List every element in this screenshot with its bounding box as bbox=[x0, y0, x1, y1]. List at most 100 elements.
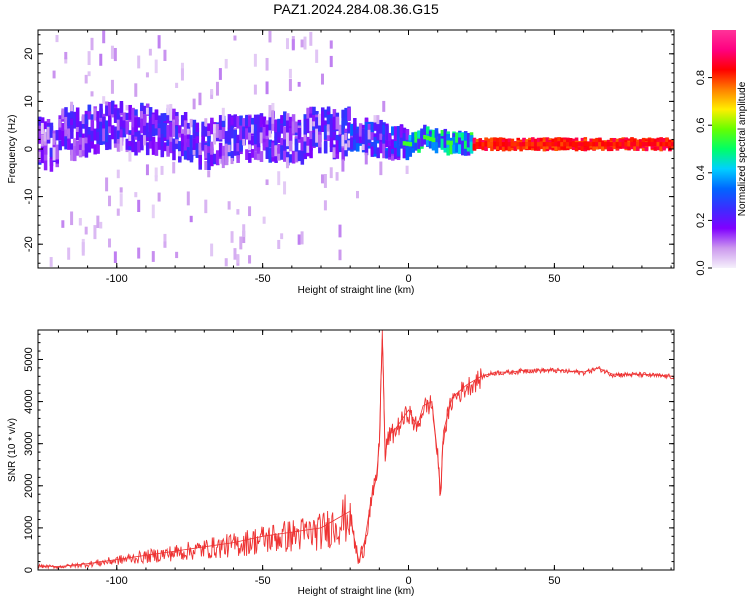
spectrogram-cell bbox=[271, 102, 275, 113]
spectrogram-cell bbox=[417, 138, 421, 149]
spectrogram-cell bbox=[186, 150, 191, 161]
spectrogram-cell bbox=[356, 129, 360, 137]
spectrogram-cell bbox=[40, 122, 44, 135]
spectrogram-cell bbox=[239, 115, 243, 125]
spectrogram-cell bbox=[157, 128, 162, 138]
spectrogram-cell bbox=[245, 128, 249, 140]
spectrogram-cell bbox=[353, 118, 357, 130]
spectrogram-cell bbox=[64, 107, 68, 119]
spectrogram-cell bbox=[318, 143, 322, 154]
spectrogram-cell bbox=[283, 111, 287, 127]
spectrogram-cell bbox=[414, 132, 418, 143]
spectrogram-cell bbox=[300, 39, 304, 48]
spectrogram-cell bbox=[598, 142, 602, 147]
spectrogram-cell bbox=[99, 221, 103, 229]
spectrogram-cell bbox=[268, 119, 272, 134]
spectrogram-cell bbox=[239, 125, 243, 141]
spectrogram-cell bbox=[507, 138, 512, 145]
spectrogram-cell bbox=[420, 128, 424, 138]
spectrogram-cell bbox=[175, 125, 179, 140]
spectrogram-cell bbox=[341, 120, 345, 135]
spectrogram-cell bbox=[90, 133, 95, 142]
spectrogram-cell bbox=[108, 238, 112, 248]
spectrogram-cell bbox=[207, 152, 211, 163]
spectrogram-cell bbox=[84, 74, 88, 84]
spectrogram-cell bbox=[341, 159, 345, 172]
spectrogram-cell bbox=[609, 142, 614, 147]
spectrogram-cell bbox=[93, 225, 97, 240]
spectrogram-cell bbox=[192, 119, 197, 133]
spectrogram-cell bbox=[198, 143, 202, 151]
spectrogram-cell bbox=[78, 144, 83, 155]
spectrogram-cell bbox=[119, 116, 124, 127]
spectrogram-cell bbox=[157, 115, 162, 124]
spectrogram-cells bbox=[38, 30, 674, 267]
spectrogram-cell bbox=[385, 133, 389, 148]
spectrogram-cell bbox=[513, 142, 518, 147]
spectrogram-cell bbox=[391, 144, 395, 154]
spectrogram-cell bbox=[172, 138, 176, 152]
spectrogram-cell bbox=[496, 144, 500, 150]
spectrogram-cell bbox=[230, 231, 234, 243]
spectrogram-cell bbox=[186, 122, 191, 134]
colorbar-tick-label: 0.8 bbox=[695, 70, 707, 85]
spectrogram-cell bbox=[262, 142, 267, 151]
spectrogram-cell bbox=[113, 139, 118, 148]
spectrogram-cell bbox=[108, 195, 112, 207]
spectrogram-cell bbox=[411, 132, 415, 147]
spectrogram-cell bbox=[402, 141, 407, 146]
spectrogram-cell bbox=[87, 111, 92, 120]
spectrogram-cell bbox=[61, 123, 65, 138]
spectrogram-cell bbox=[140, 111, 144, 123]
spectrogram-cell bbox=[163, 241, 167, 248]
spectrogram-cell bbox=[242, 224, 246, 237]
spectrogram-cell bbox=[498, 142, 503, 147]
spectrogram-cell bbox=[364, 142, 369, 156]
spectrogram-cell bbox=[583, 142, 588, 147]
spectrogram-cell bbox=[204, 144, 208, 159]
spectrogram-cell bbox=[248, 144, 252, 151]
snr-ytick-label: 5000 bbox=[23, 347, 35, 371]
spectrogram-cell bbox=[358, 123, 363, 136]
spectrogram-cell bbox=[653, 145, 658, 151]
spectrogram-cell bbox=[563, 142, 567, 147]
spectrogram-cell bbox=[373, 115, 377, 123]
spectrogram-cell bbox=[87, 127, 92, 139]
spectrogram-cell bbox=[145, 107, 149, 115]
spectrogram-cell bbox=[166, 124, 170, 140]
spectrogram-cell bbox=[288, 140, 293, 152]
spectrogram-cell bbox=[230, 126, 235, 139]
spectrogram-cell bbox=[201, 123, 205, 137]
spectrogram-cell bbox=[250, 135, 255, 146]
spectrogram-cell bbox=[571, 142, 576, 147]
spectrogram-cell bbox=[574, 145, 579, 152]
spectrogram-cell bbox=[265, 139, 270, 154]
spectrogram-cell bbox=[560, 143, 564, 150]
spectrogram-cell bbox=[218, 68, 222, 80]
spectrogram-cell bbox=[105, 136, 109, 151]
spectrogram-cell bbox=[116, 208, 120, 216]
spectrogram-cell bbox=[204, 126, 208, 137]
spectrogram-cell bbox=[73, 112, 77, 127]
spectrogram-cell bbox=[163, 142, 167, 152]
spectrogram-cell bbox=[659, 137, 663, 144]
spectrogram-cell bbox=[259, 151, 264, 162]
spectrogram-cell bbox=[233, 129, 237, 144]
spectrogram-cell bbox=[399, 134, 404, 149]
spectrogram-cell bbox=[405, 141, 410, 146]
spectrogram-cell bbox=[213, 124, 217, 134]
spectrogram-cell bbox=[253, 131, 258, 145]
spectrogram-cell bbox=[475, 142, 480, 147]
spectrogram-cell bbox=[382, 125, 386, 135]
spectrogram-cell bbox=[533, 138, 538, 145]
spectrogram-cell bbox=[463, 140, 468, 149]
spectrogram-cell bbox=[332, 130, 337, 141]
spectrogram-cell bbox=[274, 119, 278, 133]
spectrogram-cell bbox=[329, 142, 334, 153]
spectrogram-cell bbox=[49, 257, 53, 267]
spectrogram-cell bbox=[300, 137, 305, 151]
spectrogram-xtick-label: -100 bbox=[106, 273, 128, 285]
spectrogram-cell bbox=[277, 239, 281, 249]
spectrogram-cell bbox=[315, 128, 319, 143]
